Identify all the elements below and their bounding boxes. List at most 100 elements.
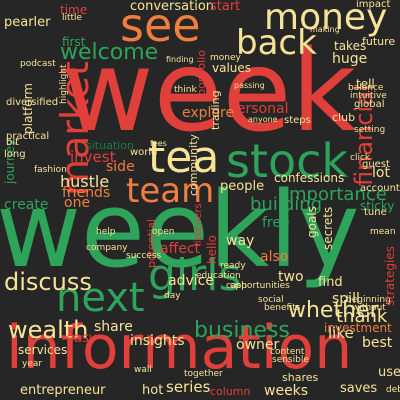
word-affect: affect (160, 241, 201, 257)
word-owner: owner (236, 337, 280, 353)
word-information: information (6, 313, 353, 383)
word-tell: tell (356, 77, 375, 91)
word-situation: situation (86, 139, 134, 152)
word-welcome: welcome (60, 40, 159, 65)
word-stock: stock (226, 134, 349, 188)
word-sticky: sticky (360, 199, 395, 213)
word-importance: importance (284, 184, 387, 205)
word-education: education (196, 271, 241, 281)
word-see: see (120, 0, 201, 52)
word-strategies: strategies (383, 246, 397, 306)
word-entrepreneur: entrepreneur (20, 383, 106, 398)
word-setting: setting (354, 125, 386, 135)
word-business: business (194, 318, 290, 343)
word-fashion: fashion (34, 165, 67, 175)
word-tune: tune (364, 207, 387, 218)
word-weekly: weekly (0, 169, 360, 291)
word-together: together (184, 369, 223, 379)
word-account: account (360, 183, 400, 194)
word-hello: hello (205, 235, 219, 264)
word-start: start (210, 0, 241, 14)
word-world: world (130, 147, 158, 158)
word-easy: easy (66, 331, 97, 346)
word-balance: balance (348, 83, 384, 93)
word-content: content (270, 347, 305, 357)
word-wall: wall (134, 365, 152, 375)
word-anyone: anyone (248, 115, 278, 124)
word-week: week (62, 27, 357, 157)
word-use: use (378, 365, 400, 380)
word-practical: practical (6, 131, 50, 142)
word-help: help (96, 227, 116, 237)
word-money-small: money (210, 53, 241, 63)
word-like: like (328, 324, 354, 342)
word-long: long (4, 149, 26, 160)
word-pearler: pearler (4, 15, 51, 30)
word-podcast: podcast (20, 59, 56, 69)
word-two: two (278, 269, 304, 285)
word-team: team (126, 171, 215, 211)
word-success: success (126, 251, 162, 261)
word-impact: impact (356, 0, 391, 10)
word-confessions: confessions (274, 171, 345, 185)
word-secrets: secrets (321, 206, 335, 250)
word-tea: tea (148, 132, 220, 183)
word-platform: platform (21, 83, 35, 134)
word-services: services (18, 343, 68, 357)
word-portfolio: portfolio (195, 50, 208, 96)
word-free: free (262, 215, 290, 231)
word-mean: mean (370, 227, 396, 237)
word-column: column (210, 385, 251, 398)
word-hot: hot (142, 383, 164, 398)
word-invest: invest (70, 148, 116, 166)
word-social: social (258, 295, 284, 305)
word-opportunities: opportunities (230, 281, 290, 291)
word-community: community (187, 133, 200, 196)
word-weeks: weeks (264, 383, 309, 399)
word-diversified: diversified (6, 97, 59, 108)
word-listeners: listeners (193, 203, 204, 246)
word-future: future (362, 35, 396, 48)
word-benefits: benefits (264, 303, 301, 313)
word-beginning: beginning (346, 295, 391, 305)
word-intuitive: intuitive (350, 91, 387, 101)
word-whether: whether (288, 298, 379, 323)
word-finding: finding (166, 55, 194, 64)
word-sensible: sensible (272, 355, 309, 365)
word-club: club (332, 111, 356, 124)
word-next: next (56, 275, 145, 321)
word-best: best (362, 335, 393, 351)
word-steps: steps (284, 115, 311, 126)
word-saves: saves (340, 381, 378, 396)
word-highlight: highlight (59, 64, 69, 104)
word-conversation: conversation (130, 0, 215, 14)
word-goals: goals (305, 206, 319, 238)
word-shares: shares (282, 371, 319, 384)
word-fees: fees (150, 139, 167, 148)
word-one: one (64, 195, 91, 211)
word-values: values (212, 61, 252, 75)
word-click: click (350, 153, 371, 163)
word-open: open (152, 227, 175, 237)
word-money: money (264, 0, 388, 38)
word-cash: cash (226, 281, 247, 291)
word-advice: advice (168, 273, 214, 289)
word-series: series (166, 378, 211, 396)
word-time: time (60, 3, 88, 17)
word-friends: friends (62, 185, 111, 201)
word-back: back (236, 23, 317, 63)
word-company: company (86, 243, 128, 253)
word-girls: girls (148, 250, 242, 301)
word-investment: investment (324, 321, 392, 335)
word-without: without (352, 303, 386, 313)
word-share: share (94, 319, 133, 335)
word-year: year (22, 359, 43, 369)
word-day: day (164, 291, 181, 301)
word-takes: takes (334, 39, 367, 53)
word-create: create (4, 197, 49, 213)
word-hustle: hustle (60, 172, 110, 191)
word-spill: spill (332, 291, 360, 307)
word-lot: lot (372, 165, 390, 181)
word-wealth: wealth (8, 316, 89, 344)
word-discuss: discuss (4, 268, 92, 296)
